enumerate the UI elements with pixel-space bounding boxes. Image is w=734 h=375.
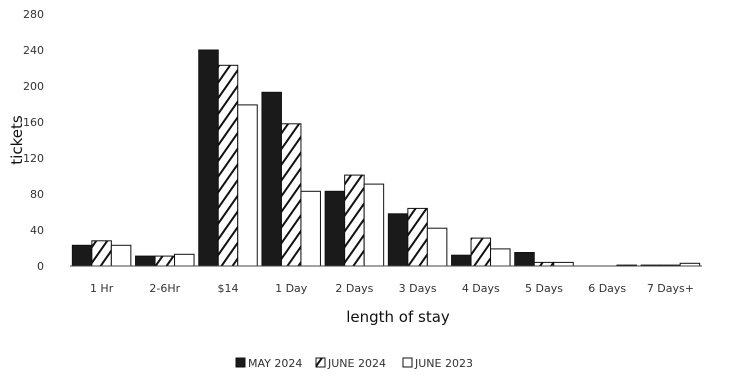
- bar-1: [261, 91, 282, 267]
- x-tick-label: 6 Days: [588, 282, 626, 295]
- x-tick-label: 7 Days+: [647, 282, 694, 295]
- y-axis-ticks: 0 40 80 120 160 200 240 280: [23, 8, 44, 273]
- legend: MAY 2024 JUNE 2024 JUNE 2023: [235, 357, 473, 370]
- x-tick-label: 4 Days: [462, 282, 500, 295]
- bar-1: [324, 190, 346, 267]
- bars: [71, 49, 701, 267]
- x-tick-label: $14: [218, 282, 239, 295]
- x-tick-label: 1 Hr: [90, 282, 114, 295]
- bar-1: [387, 213, 409, 267]
- x-axis-title: length of stay: [346, 308, 450, 326]
- bar-2: [407, 207, 428, 267]
- x-tick-label: 2-6Hr: [149, 282, 180, 295]
- bar-1: [198, 49, 219, 267]
- y-tick-label: 40: [30, 224, 44, 237]
- bar-2: [280, 123, 302, 267]
- legend-swatch: [315, 357, 326, 368]
- bar-3: [363, 183, 385, 267]
- x-tick-label: 5 Days: [525, 282, 563, 295]
- bar-3: [174, 253, 195, 267]
- bar-3: [553, 261, 574, 267]
- bar-2: [344, 174, 365, 267]
- bar-1: [451, 254, 472, 267]
- bar-1: [135, 255, 156, 267]
- y-tick-label: 160: [23, 116, 44, 129]
- bar-2: [533, 261, 555, 267]
- bar-2: [217, 64, 239, 267]
- bar-3: [300, 190, 321, 267]
- x-axis-ticks: 1 Hr 2-6Hr $14 1 Day 2 Days 3 Days 4 Days 5 Day…: [90, 282, 694, 295]
- bar-1: [71, 244, 93, 267]
- bar-1: [514, 252, 535, 267]
- bar-3: [490, 248, 511, 267]
- legend-label: MAY 2024: [248, 357, 302, 370]
- bar-3: [426, 227, 448, 267]
- bar-3: [237, 104, 258, 267]
- x-tick-label: 1 Day: [275, 282, 308, 295]
- legend-label: JUNE 2023: [414, 357, 473, 370]
- y-tick-label: 200: [23, 80, 44, 93]
- x-tick-label: 2 Days: [335, 282, 373, 295]
- y-tick-label: 240: [23, 44, 44, 57]
- y-tick-label: 280: [23, 8, 44, 21]
- x-tick-label: 3 Days: [399, 282, 437, 295]
- legend-swatch: [235, 357, 246, 368]
- bar-3: [110, 244, 132, 267]
- legend-label: JUNE 2024: [327, 357, 386, 370]
- y-tick-label: 0: [37, 260, 44, 273]
- legend-swatch: [402, 357, 413, 368]
- y-tick-label: 120: [23, 152, 44, 165]
- y-axis-title: tickets: [8, 115, 26, 165]
- bar-2: [470, 237, 492, 267]
- bar-2: [154, 255, 176, 267]
- bar-2: [91, 240, 112, 267]
- y-tick-label: 80: [30, 188, 44, 201]
